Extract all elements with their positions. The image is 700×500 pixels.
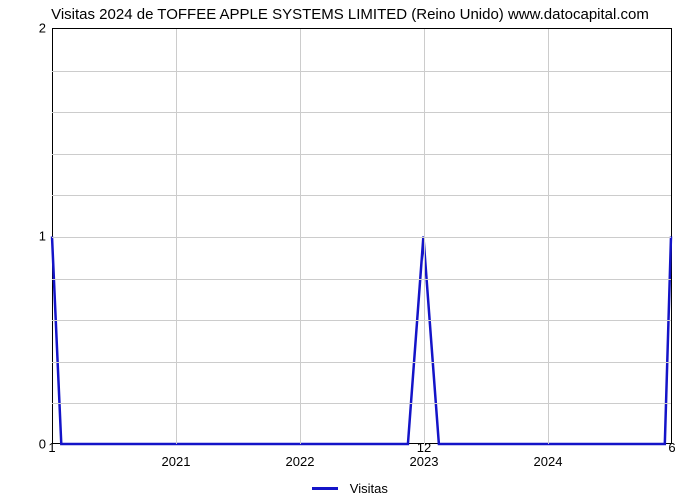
grid-v [300, 29, 301, 444]
x-year-label: 2021 [162, 454, 191, 469]
chart-title: Visitas 2024 de TOFFEE APPLE SYSTEMS LIM… [0, 6, 700, 23]
x-point-label: 6 [668, 440, 675, 455]
plot-area [52, 28, 672, 444]
grid-h [52, 279, 671, 280]
grid-h [52, 112, 671, 113]
grid-h [52, 362, 671, 363]
grid-v [176, 29, 177, 444]
grid-v [424, 29, 425, 444]
x-point-label: 1 [48, 440, 55, 455]
legend: Visitas [0, 480, 700, 496]
y-tick-label: 0 [39, 437, 46, 452]
x-year-label: 2022 [286, 454, 315, 469]
grid-h [52, 237, 671, 238]
x-point-label: 12 [417, 440, 431, 455]
y-tick-label: 2 [39, 21, 46, 36]
grid-h [52, 403, 671, 404]
legend-label: Visitas [350, 481, 388, 496]
grid-h [52, 71, 671, 72]
x-year-label: 2024 [534, 454, 563, 469]
x-year-label: 2023 [410, 454, 439, 469]
grid-h [52, 195, 671, 196]
grid-h [52, 154, 671, 155]
grid-h [52, 320, 671, 321]
y-tick-label: 1 [39, 229, 46, 244]
legend-swatch [312, 487, 338, 490]
grid-v [548, 29, 549, 444]
